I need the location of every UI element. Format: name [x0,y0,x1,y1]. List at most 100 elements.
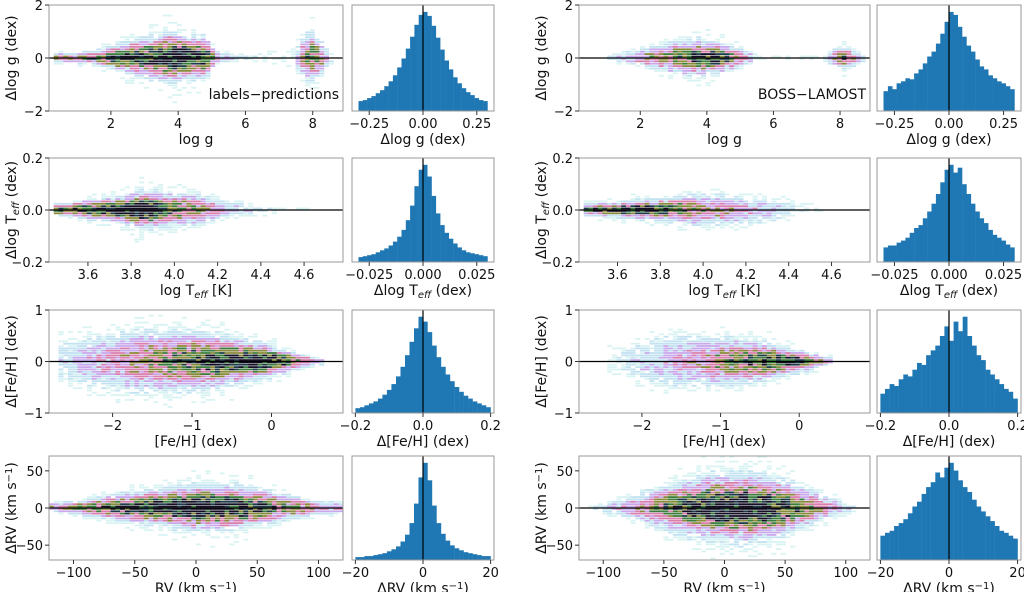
hist2d-cell [139,499,144,501]
hist2d-cell [125,387,130,389]
hist2d-cell [720,56,725,58]
hist2d-cell [682,378,687,380]
hist2d-cell [82,336,87,338]
hist2d-cell [229,378,234,380]
hist2d-cell [635,215,640,217]
hist2d-cell [776,198,781,200]
hist2d-cell [305,65,310,67]
x-axis-label-part: Δlog T [900,283,944,299]
hist2d-cell [253,350,258,352]
hist2d-cell [115,515,120,517]
hist2d-cell [120,333,125,335]
hist2d-cell [182,359,187,361]
hist2d-cell [281,348,286,350]
hist2d-cell [239,376,244,378]
hist2d-cell [664,340,669,342]
x-axis-label-part: [Fe/H] (dex) [155,434,238,450]
hist2d-cell [715,68,720,70]
hist2d-cell [182,36,187,38]
hist2d-cell [253,215,258,217]
hist2d-cell [701,205,706,207]
hist2d-cell [715,364,720,366]
hist2d-cell [659,46,664,48]
hist2d-cell [172,373,177,375]
hist2d-cell [725,70,730,72]
hist2d-cell [191,70,196,72]
hist2d-cell [635,201,640,203]
hist2d-cell [153,220,158,222]
y-axis-label: Δ[Fe/H] (dex) [534,315,550,408]
hist2d-cell [753,208,758,210]
hist2d-cell [678,65,683,67]
hist2d-cell [790,366,795,368]
hist2d-cell [134,68,139,70]
hist2d-cell [598,201,603,203]
hist2d-cell [120,522,125,524]
hist2d-cell [111,46,116,48]
histogram-bar [922,365,927,413]
hist2d-cell [701,340,706,342]
hist2d-cell [239,357,244,359]
hist2d-cell [696,355,701,357]
hist2d-cell [678,41,683,43]
hist2d-cell [649,340,654,342]
hist2d-cell [739,208,744,210]
hist2d-cell [106,364,111,366]
hist2d-cell [163,205,168,207]
hist2d-cell [220,383,225,385]
hist2d-cell [163,364,168,366]
y-axis-label-part: (dex) [534,161,550,202]
hist2d-cell [210,364,215,366]
x-axis-label-part: Δ[Fe/H] (dex) [903,434,996,450]
histogram-bar [976,355,981,413]
hist2d-cell [272,376,277,378]
hist2d-cell [144,506,149,508]
histogram-bar [1001,241,1006,262]
hist2d-cell [168,15,173,17]
hist2d-cell [612,364,617,366]
hist2d-cell [120,513,125,515]
hist2d-cell [833,56,838,58]
hist2d-cell [125,46,130,48]
hist2d-cell [617,60,622,62]
hist2d-cell [607,198,612,200]
hist2d-cell [300,80,305,82]
hist2d-cell [225,201,230,203]
hist2d-cell [315,60,320,62]
hist2d-cell [130,338,135,340]
hist2d-cell [710,46,715,48]
hist2d-cell [291,51,296,53]
hist2d-cell [253,355,258,357]
hist2d-cell [687,369,692,371]
hist2d-cell [115,48,120,50]
hist2d-cell [809,369,814,371]
hist2d-cell [640,48,645,50]
hist2d-cell [163,522,168,524]
histogram-bar [479,255,484,262]
hist2d-cell [196,380,201,382]
hist2d-cell [187,41,192,43]
hist2d-cell [253,380,258,382]
hist2d-cell [706,227,711,229]
hist2d-cell [139,518,144,520]
hist2d-cell [73,373,78,375]
hist2d-cell [191,227,196,229]
hist2d-cell [640,345,645,347]
hist2d-cell [668,357,673,359]
hist2d-cell [739,220,744,222]
histogram-bar [923,218,928,262]
hist2d-cell [172,198,177,200]
hist2d-cell [206,380,211,382]
hist2d-cell [172,484,177,486]
hist2d-cell [720,345,725,347]
hist2d-cell [710,345,715,347]
hist2d-cell [673,73,678,75]
hist2d-cell [800,366,805,368]
histogram-bar [919,69,924,111]
hist2d-cell [187,217,192,219]
hist2d-cell [134,387,139,389]
hist2d-cell [125,369,130,371]
hist2d-cell [767,355,772,357]
hist2d-cell [134,366,139,368]
hist2d-cell [196,366,201,368]
